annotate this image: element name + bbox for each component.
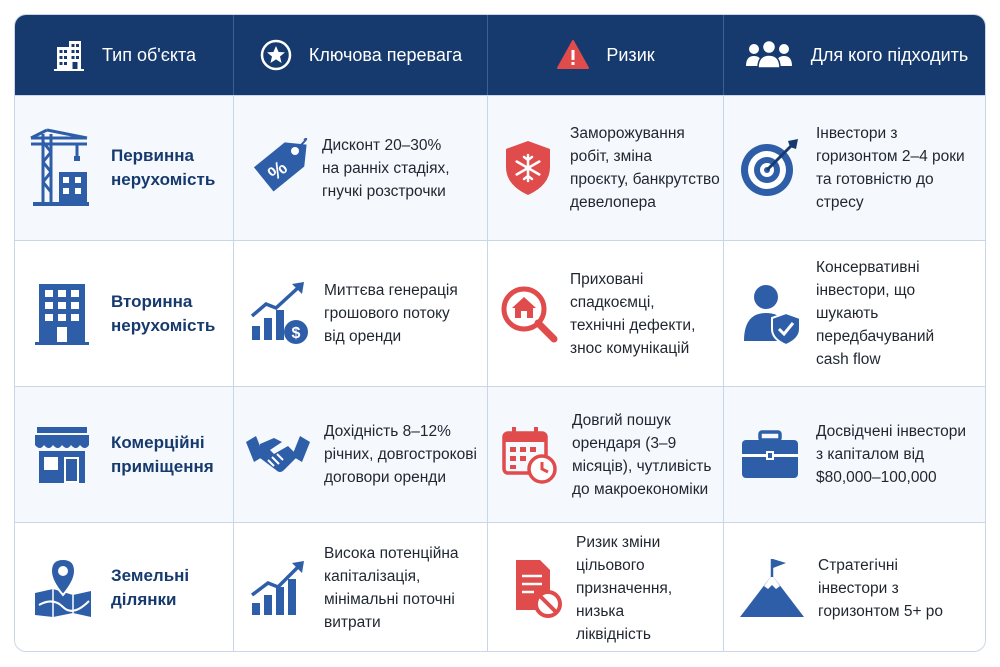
person-shield-icon <box>744 283 800 345</box>
document-prohibited-icon <box>512 558 562 618</box>
map-pin-icon <box>33 557 93 619</box>
audience-cell: Інвестори з горизонтом 2–4 роки та готов… <box>723 96 985 240</box>
advantage-text: Миттєва генерація грошового потоку від о… <box>324 282 458 345</box>
star-badge-icon <box>259 38 293 72</box>
growth-chart-icon <box>250 559 308 617</box>
type-title: Первинна нерухомість <box>111 146 216 189</box>
table-row: Земельні ділянки Висока потенційна капіт… <box>15 522 985 651</box>
growth-chart-dollar-icon: $ <box>250 281 310 346</box>
target-icon <box>738 137 800 199</box>
briefcase-icon <box>740 429 800 480</box>
advantage-text: Дохідність 8–12% річних, довгострокові д… <box>324 423 477 486</box>
advantage-text: Висока потенційна капіталізація, мінімал… <box>324 545 459 631</box>
advantage-cell: Висока потенційна капіталізація, мінімал… <box>233 523 487 651</box>
audience-text: Консервативні інвестори, що шукають пере… <box>816 259 935 368</box>
risk-cell: Довгий пошук орендаря (3–9 місяців), чут… <box>487 387 723 522</box>
advantage-text: Дисконт 20–30% на ранніх стадіях, гнучкі… <box>322 136 450 200</box>
header-type: Тип об'єкта <box>15 15 233 95</box>
table-row: Первинна нерухомість % Дисконт 20–30% на… <box>15 95 985 240</box>
header-risk-label: Ризик <box>606 44 655 65</box>
advantage-cell: % Дисконт 20–30% на ранніх стадіях, гнуч… <box>233 96 487 240</box>
table-header: Тип об'єкта Ключова перевага Ризик <box>15 15 985 95</box>
shield-snowflake-icon <box>502 139 554 197</box>
table-row: Комерційні приміщення Дохідність 8–12% р… <box>15 386 985 522</box>
audience-cell: Стратегічні інвестори з горизонтом 5+ ро <box>723 523 985 651</box>
house-magnifier-icon <box>500 285 558 343</box>
type-title: Вторинна нерухомість <box>111 291 216 335</box>
comparison-table: Тип об'єкта Ключова перевага Ризик <box>14 14 986 652</box>
risk-cell: Приховані спадкоємці, технічні дефекти, … <box>487 241 723 386</box>
apartment-building-icon <box>35 282 89 346</box>
risk-text: Приховані спадкоємці, технічні дефекти, … <box>570 270 696 357</box>
audience-cell: Консервативні інвестори, що шукають пере… <box>723 241 985 386</box>
risk-text: Ризик зміни цільового призначення, низьк… <box>576 533 673 643</box>
price-tag-percent-icon: % <box>252 138 308 198</box>
handshake-icon <box>246 430 310 480</box>
header-audience-label: Для кого підходить <box>810 44 969 65</box>
construction-crane-icon <box>29 128 91 208</box>
risk-cell: Заморожування робіт, зміна проєкту, банк… <box>487 96 723 240</box>
risk-cell: Ризик зміни цільового призначення, низьк… <box>487 523 723 651</box>
audience-cell: Досвідчені інвестори з капіталом від $80… <box>723 387 985 522</box>
calendar-clock-icon <box>502 425 558 485</box>
risk-text: Заморожування робіт, зміна проєкту, банк… <box>570 125 720 211</box>
type-cell: Первинна нерухомість <box>15 96 233 240</box>
audience-text: Стратегічні інвестори з горизонтом 5+ ро <box>818 556 944 620</box>
type-cell: Комерційні приміщення <box>15 387 233 522</box>
type-cell: Земельні ділянки <box>15 523 233 651</box>
header-risk: Ризик <box>487 15 723 95</box>
type-cell: Вторинна нерухомість <box>15 241 233 386</box>
mountain-flag-icon <box>740 557 804 619</box>
audience-text: Інвестори з горизонтом 2–4 роки та готов… <box>816 125 965 211</box>
type-title: Земельні ділянки <box>111 566 190 609</box>
table-row: Вторинна нерухомість $ Миттєва генерація… <box>15 240 985 386</box>
audience-text: Досвідчені інвестори з капіталом від $80… <box>816 423 967 486</box>
header-type-label: Тип об'єкта <box>101 44 197 65</box>
people-group-icon <box>743 38 795 72</box>
advantage-cell: Дохідність 8–12% річних, довгострокові д… <box>233 387 487 522</box>
warning-icon <box>556 38 590 72</box>
header-advantage-label: Ключова перевага <box>308 44 463 65</box>
header-audience: Для кого підходить <box>723 15 985 95</box>
svg-text:$: $ <box>292 325 301 342</box>
advantage-cell: $ Миттєва генерація грошового потоку від… <box>233 241 487 386</box>
header-advantage: Ключова перевага <box>233 15 487 95</box>
buildings-icon <box>52 38 86 72</box>
storefront-icon <box>33 425 91 485</box>
type-title: Комерційні приміщення <box>111 432 214 476</box>
risk-text: Довгий пошук орендаря (3–9 місяців), чут… <box>572 411 712 498</box>
